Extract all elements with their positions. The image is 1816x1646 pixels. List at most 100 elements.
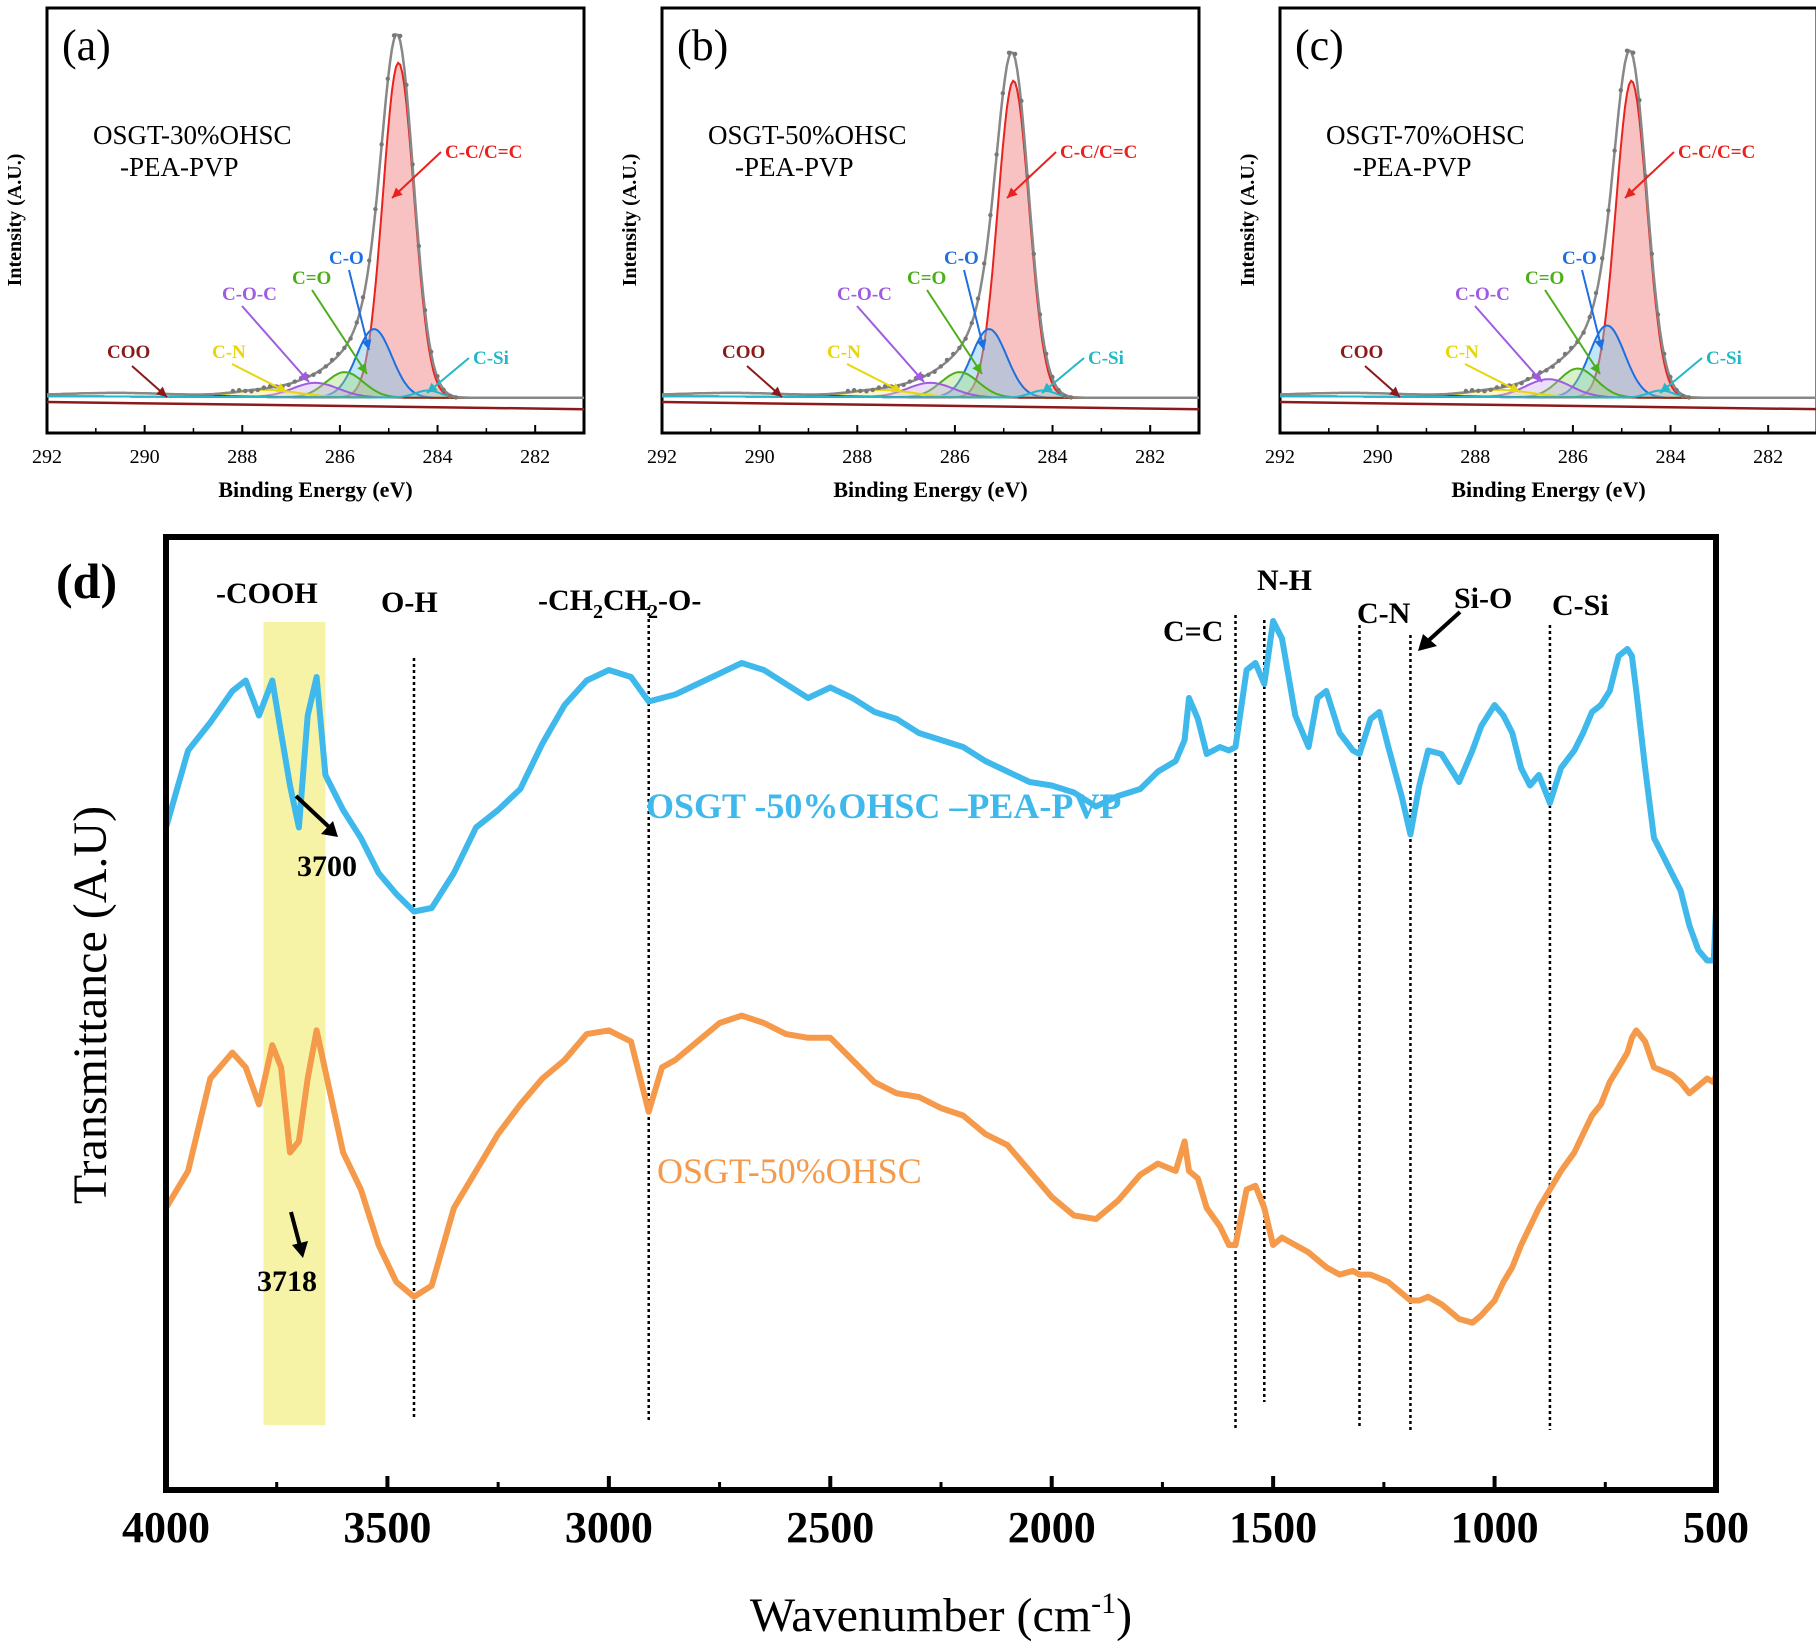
- ftir-label-ch2ch2o: -CH2CH2-O-: [538, 584, 701, 623]
- xps-label-arrow: [1544, 289, 1601, 375]
- xps-data-point: [422, 308, 428, 313]
- xps-panel-letter: (c): [1295, 21, 1344, 70]
- xps-data-point: [1686, 395, 1692, 400]
- ftir-x-tick-label: 500: [1683, 1503, 1749, 1552]
- xps-x-tick-label: 292: [32, 446, 62, 468]
- xps-data-point: [404, 82, 409, 88]
- ftir-3718-arrow: [289, 1211, 302, 1247]
- xps-data-point: [1494, 385, 1500, 390]
- xps-component-label: C-O: [329, 248, 364, 269]
- xps-x-tick-label: 282: [520, 446, 550, 468]
- xps-data-point: [243, 388, 248, 394]
- xps-label-arrowhead: [156, 386, 167, 397]
- xps-data-point: [1618, 88, 1624, 93]
- ftir-series-label-orange: OSGT-50%OHSC: [657, 1151, 922, 1191]
- xps-data-point: [1550, 364, 1555, 369]
- xps-data-point: [373, 206, 378, 212]
- xps-data-point: [1068, 395, 1074, 400]
- xps-x-tick-label: 286: [1558, 446, 1588, 468]
- ftir-x-ticks: 4000 3500 3000 2500 2000 1500 1000 500: [122, 1476, 1749, 1552]
- xps-x-tick-label: 290: [745, 446, 775, 468]
- ftir-x-tick-label: 1500: [1229, 1503, 1317, 1552]
- xps-label-arrowhead: [771, 386, 782, 397]
- xps-label-arrow: [846, 363, 903, 393]
- xps-data-point: [1662, 351, 1667, 356]
- xps-data-point: [267, 384, 273, 389]
- xps-data-point: [323, 364, 328, 369]
- ftir-cn-arrow: [1426, 610, 1462, 643]
- xps-data-point: [379, 142, 384, 147]
- xps-label-arrow: [1624, 151, 1675, 199]
- xps-sample-line-1: OSGT-30%OHSC: [93, 120, 292, 150]
- xps-data-point: [398, 33, 403, 39]
- xps-data-point: [882, 384, 888, 389]
- xps-data-point: [858, 388, 863, 394]
- xps-label-arrowhead: [361, 339, 372, 350]
- xps-data-point: [926, 372, 931, 377]
- ftir-x-tick-label: 4000: [122, 1503, 210, 1552]
- xps-x-tick-label: 292: [1265, 446, 1295, 468]
- xps-data-point: [1612, 148, 1617, 153]
- xps-component-label: C-O-C: [222, 284, 277, 305]
- xps-frame: [660, 6, 1201, 435]
- xps-component-label: C-C/C=C: [1678, 142, 1755, 163]
- xps-data-point: [951, 351, 956, 357]
- xps-data-point: [1044, 351, 1049, 356]
- xps-component-fill: [662, 372, 1199, 398]
- xps-label-arrowhead: [1531, 371, 1542, 382]
- ftir-label-sio: Si-O: [1454, 582, 1512, 615]
- xps-data-point: [1556, 358, 1562, 363]
- ftir-series-blue: [163, 618, 1719, 964]
- xps-data-point: [1050, 374, 1055, 380]
- xps-component-fill: [1280, 389, 1816, 398]
- xps-data-point: [249, 389, 254, 394]
- xps-data-point: [1624, 48, 1630, 53]
- xps-label-arrowhead: [972, 362, 982, 374]
- xps-x-axis-title: Binding Energy (eV): [1451, 477, 1645, 502]
- xps-data-point: [988, 212, 993, 218]
- xps-data-point: [1488, 387, 1493, 392]
- ftir-label-cooh: -COOH: [216, 577, 318, 610]
- xps-data-point: [1569, 345, 1574, 351]
- xps-component-label: C=O: [292, 268, 331, 289]
- xps-panel-c: 292 290 288 286 284 282 (c) OSGT-70%OHSC-PEA-PV…: [1237, 6, 1816, 502]
- xps-data-point: [1519, 381, 1524, 386]
- ftir-3700-arrow: [294, 794, 331, 829]
- xps-data-point: [1587, 314, 1593, 320]
- xps-data-point: [1606, 208, 1611, 213]
- xps-data-point: [932, 369, 937, 374]
- xps-data-point: [447, 393, 452, 399]
- xps-y-axis-title: Intensity (A.U.): [1237, 154, 1259, 287]
- xps-data-point: [963, 336, 968, 341]
- ftir-x-tick-label: 2500: [786, 1503, 874, 1552]
- ftir-peak-3700: 3700: [297, 850, 357, 883]
- xps-data-point: [236, 388, 242, 393]
- xps-data-point: [255, 387, 260, 393]
- xps-x-tick-label: 282: [1753, 446, 1783, 468]
- xps-label-arrow: [963, 269, 985, 351]
- xps-data-point: [453, 395, 459, 400]
- xps-component-fill: [1280, 368, 1816, 398]
- xps-data-point: [1056, 387, 1061, 393]
- xps-component-label: C=O: [907, 268, 946, 289]
- xps-x-tick-label: 284: [1038, 446, 1068, 468]
- xps-x-tick-label: 286: [325, 446, 355, 468]
- ftir-3718-arrowhead: [292, 1241, 308, 1258]
- xps-component-label: C-N: [827, 342, 861, 363]
- xps-x-tick-label: 282: [1135, 446, 1165, 468]
- xps-baseline: [661, 400, 1200, 411]
- xps-component-label: COO: [1340, 342, 1383, 363]
- xps-component-label: COO: [107, 342, 150, 363]
- xps-data-point: [1000, 91, 1005, 96]
- xps-component-fill: [47, 372, 584, 398]
- xps-x-tick-label: 290: [1363, 446, 1393, 468]
- xps-data-point: [429, 349, 434, 354]
- xps-x-axis-title: Binding Energy (eV): [833, 477, 1027, 502]
- xps-label-arrowhead: [298, 371, 309, 382]
- xps-data-point: [870, 387, 875, 393]
- xps-data-point: [1463, 388, 1469, 394]
- xps-data-point: [441, 387, 446, 392]
- xps-label-arrowhead: [976, 339, 987, 350]
- xps-component-label: C=O: [1525, 268, 1564, 289]
